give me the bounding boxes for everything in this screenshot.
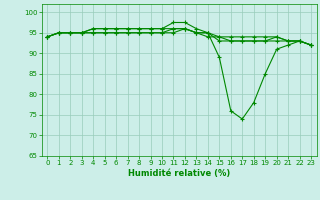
X-axis label: Humidité relative (%): Humidité relative (%) [128, 169, 230, 178]
